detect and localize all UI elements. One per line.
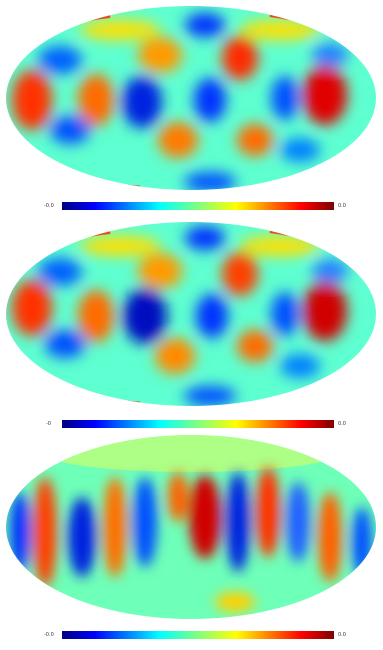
colorbar-3 <box>62 631 334 639</box>
colorbar-3-max-label: 0.0 <box>338 632 346 638</box>
mollweide-map-1 <box>6 6 376 190</box>
colorbar-2-max-label: 0.0 <box>338 421 346 427</box>
map-panel-3: -0.0 0.0 <box>0 432 383 650</box>
colorbar-1-max-label: 0.0 <box>338 203 346 209</box>
map-panel-1: -0.0 0.0 <box>0 0 383 220</box>
map-panel-2: -0 0.0 <box>0 216 383 436</box>
colorbar-3-min-label: -0.0 <box>44 632 54 638</box>
colorbar-1 <box>62 202 334 210</box>
colorbar-1-min-label: -0.0 <box>44 203 54 209</box>
mollweide-map-2 <box>6 222 376 406</box>
colorbar-2 <box>62 420 334 428</box>
colorbar-2-min-label: -0 <box>46 421 51 427</box>
mollweide-map-3 <box>6 435 376 619</box>
